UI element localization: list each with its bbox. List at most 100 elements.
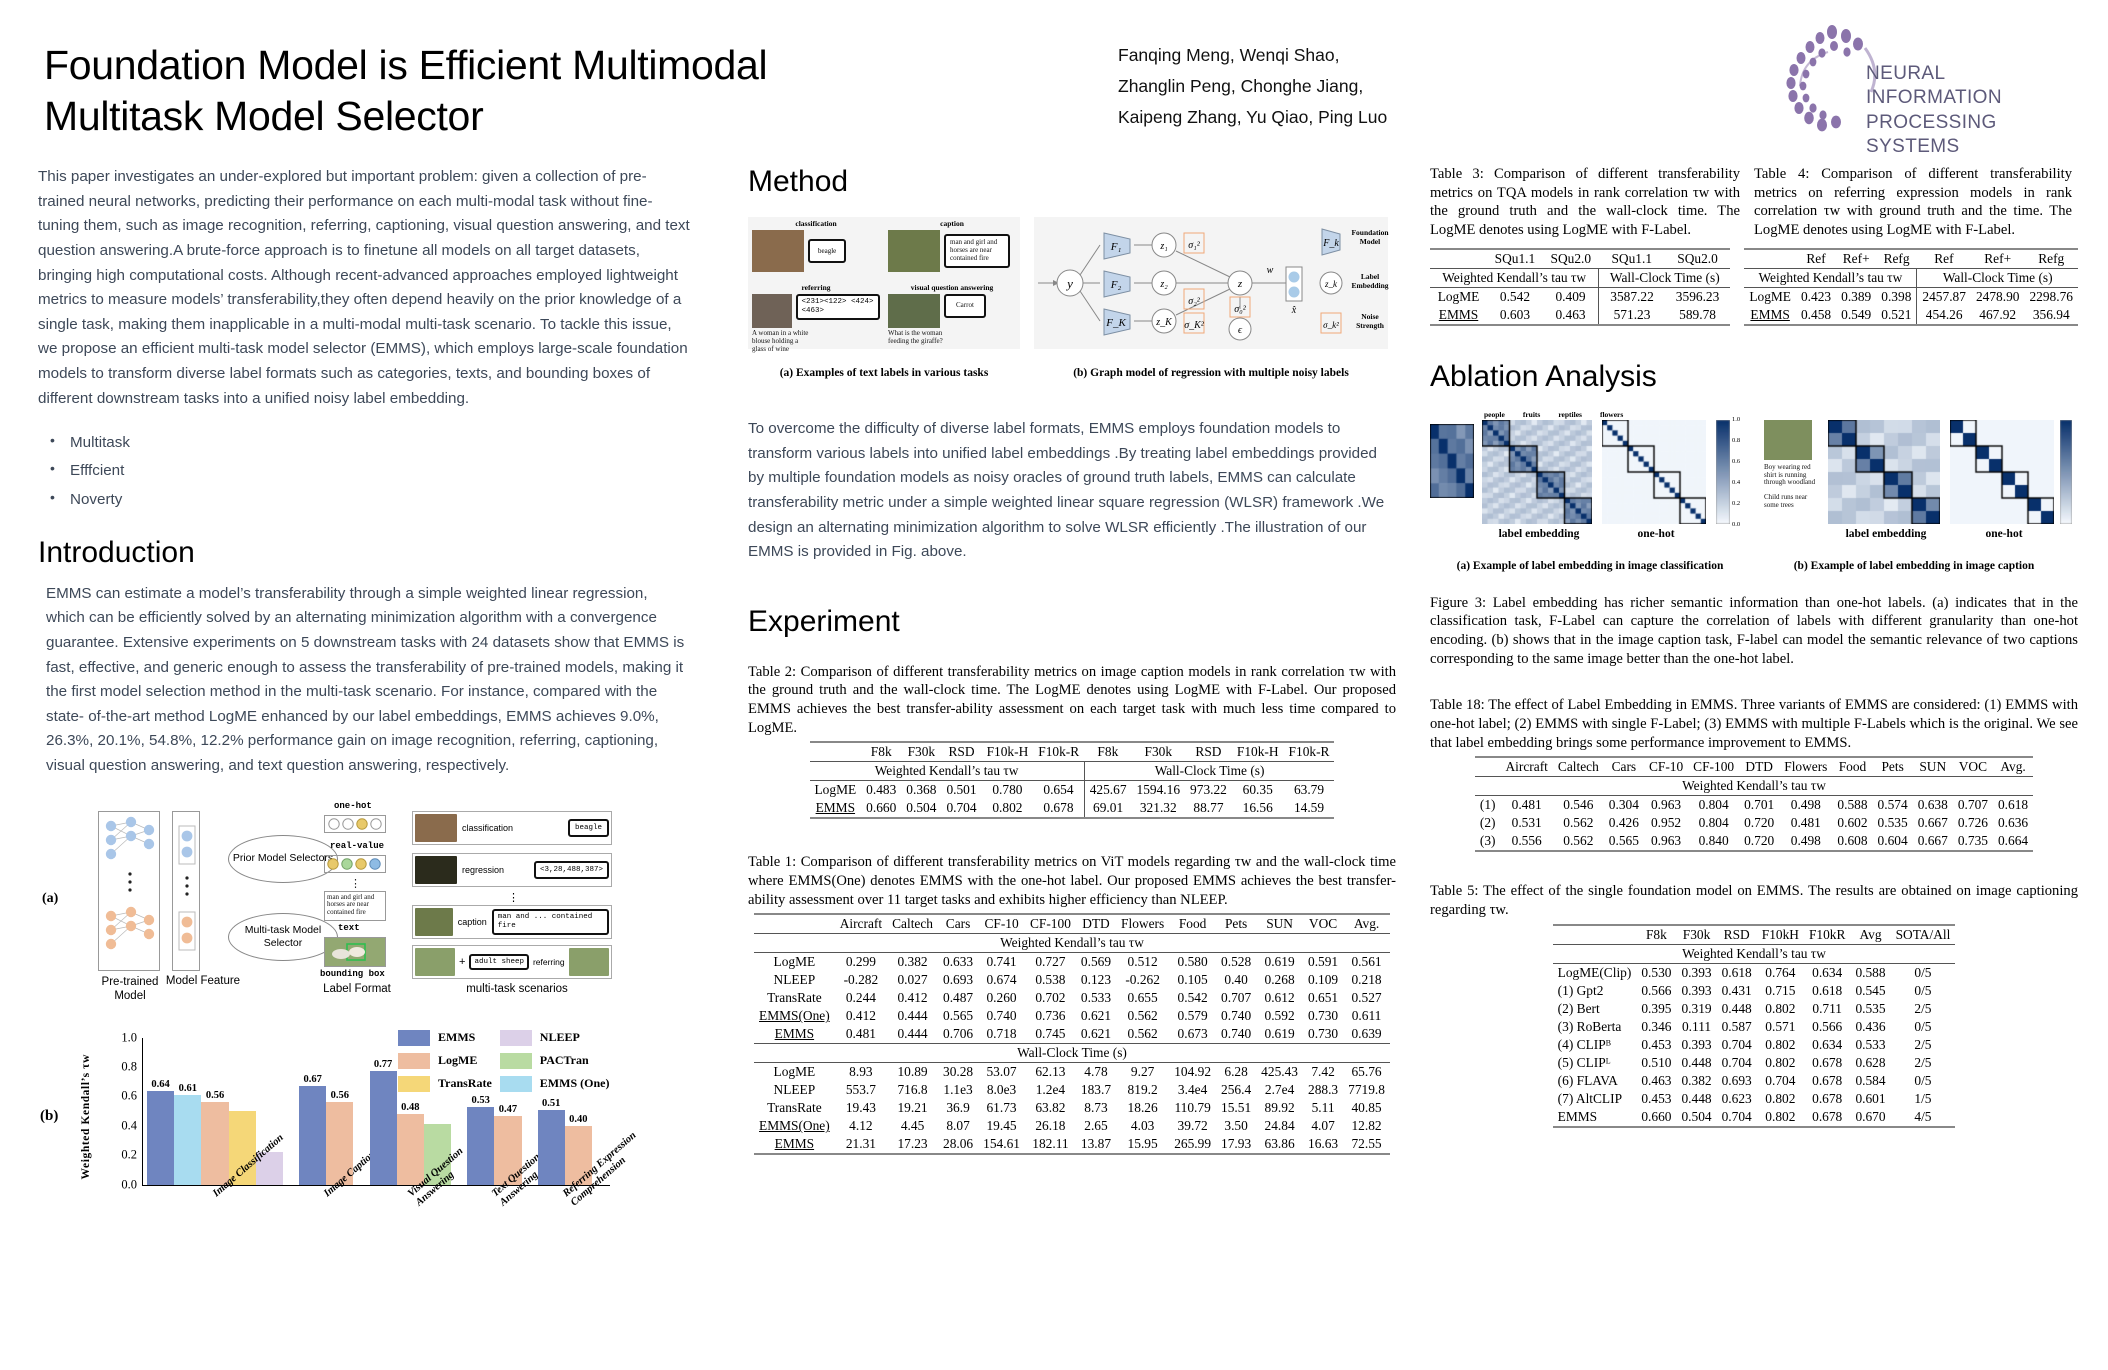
col-header: Refg bbox=[1876, 247, 1917, 269]
row-label: NLEEP bbox=[773, 1082, 816, 1098]
cell: 0.707 bbox=[1221, 990, 1252, 1006]
cell: 183.7 bbox=[1080, 1082, 1112, 1098]
table-row: Ref Ref+ Refg Ref Ref+ Refg bbox=[1744, 247, 2078, 269]
cell: 0.319 bbox=[1681, 1000, 1712, 1016]
chart-panel-tag: (b) bbox=[40, 1107, 59, 1124]
cell: 0.535 bbox=[1877, 815, 1908, 831]
cell: 0.745 bbox=[1035, 1026, 1066, 1042]
cell: 0.393 bbox=[1681, 1036, 1712, 1052]
cell: 3596.23 bbox=[1664, 286, 1731, 306]
cell: 0.111 bbox=[1681, 1018, 1712, 1034]
column-middle: Method classification beagle caption man… bbox=[748, 165, 1396, 1156]
scenario-row-regression: regression <3,28,488,387> bbox=[412, 852, 612, 887]
cell: 0.667 bbox=[1917, 815, 1948, 831]
page-title: Foundation Model is Efficient Multimodal… bbox=[44, 42, 768, 140]
legend-swatch-pactran bbox=[499, 1052, 532, 1069]
cell: 0.634 bbox=[1803, 962, 1851, 982]
table-1-caption: Table 1: Comparison of different transfe… bbox=[748, 854, 1396, 908]
table-row: TransRate 0.244 0.412 0.487 0.260 0.702 0.533 0… bbox=[754, 989, 1390, 1007]
cell: 0.730 bbox=[1308, 1026, 1339, 1042]
table-row: Wall-Clock Time (s) bbox=[754, 1043, 1390, 1063]
cell: 454.26 bbox=[1916, 305, 1971, 326]
scenario-task-label: caption bbox=[457, 916, 487, 927]
logo-line-2: PROCESSING SYSTEMS bbox=[1866, 111, 1997, 157]
figure-3-subcaptions: (a) Example of label embedding in image … bbox=[1430, 560, 2078, 578]
cell: 0.588 bbox=[1832, 795, 1873, 815]
cell: 16.56 bbox=[1231, 799, 1284, 820]
cell: 0.618 bbox=[1716, 962, 1757, 982]
cell: 0/5 bbox=[1914, 1072, 1932, 1088]
group-header-tau: Weighted Kendall’s tau τw bbox=[1430, 267, 1599, 288]
chart-bar-value-label: 0.40 bbox=[569, 1113, 588, 1125]
table-row: EMMS(One) 0.412 0.444 0.565 0.740 0.736 0.621 0… bbox=[754, 1007, 1390, 1025]
format-label-real-value: real-value bbox=[330, 840, 385, 851]
col-header: CF-100 bbox=[1688, 756, 1740, 777]
table-row: F8k F30k RSD F10k-H F10k-R F8k F30k RSD … bbox=[809, 741, 1335, 762]
axis-label-one-hot: one-hot bbox=[1637, 527, 1675, 540]
real-value-vector bbox=[324, 854, 386, 873]
table-row: (1) 0.481 0.546 0.304 0.963 0.804 0.701 0.498 0.… bbox=[1474, 795, 2034, 815]
format-label-one-hot: one-hot bbox=[334, 800, 372, 811]
chart-bar: 0.67 bbox=[299, 1074, 327, 1185]
column-right: Table 3: Comparison of different transfe… bbox=[1430, 165, 2078, 1128]
cell: 2/5 bbox=[1914, 1000, 1932, 1016]
cell: 0.382 bbox=[1681, 1072, 1712, 1088]
cell: 0.565 bbox=[1603, 832, 1644, 853]
axis-label-one-hot-2: one-hot bbox=[1985, 527, 2023, 540]
col-header: F10kR bbox=[1803, 923, 1851, 945]
table-5: F8k F30k RSD F10kH F10kR Avg SOTA/All Weighted … bbox=[1552, 923, 1956, 1128]
chart-bar: 0.77 bbox=[369, 1059, 397, 1185]
col-header: DTD bbox=[1739, 756, 1780, 777]
example-title: classification bbox=[795, 219, 837, 228]
colorbar-left bbox=[1716, 419, 1730, 524]
col-header: Ref bbox=[1795, 247, 1837, 269]
performance-bar-chart: (b) Weighted Kendall’s τw EMMS NLEEP Log… bbox=[38, 1016, 678, 1266]
section-heading-ablation: Ablation Analysis bbox=[1430, 359, 1657, 393]
col-header: Cars bbox=[1603, 756, 1644, 777]
legend-swatch-logme bbox=[398, 1052, 430, 1069]
cell: 0.618 bbox=[1992, 795, 2034, 815]
svg-text:σ₂²: σ₂² bbox=[1188, 296, 1200, 307]
cell: 0.592 bbox=[1264, 1008, 1295, 1024]
cell: 0.487 bbox=[943, 990, 974, 1006]
row-label: (7) AltCLIP bbox=[1557, 1090, 1623, 1106]
table-row: Aircraft Caltech Cars CF-10 CF-100 DTD Flowers… bbox=[754, 913, 1390, 934]
chart-bar bbox=[255, 1152, 284, 1185]
table-row: LogME 8.93 10.89 30.28 53.07 62.13 4.78 9.27 104… bbox=[754, 1062, 1390, 1082]
col-header: Aircraft bbox=[834, 913, 888, 934]
cell: 61.73 bbox=[986, 1100, 1017, 1116]
cell: 8.93 bbox=[834, 1062, 888, 1082]
cell: 0.802 bbox=[1765, 1000, 1796, 1016]
table-1: Aircraft Caltech Cars CF-10 CF-100 DTD Flowers… bbox=[754, 913, 1390, 1156]
table-row: (7) AltCLIP 0.453 0.448 0.623 0.802 0.678 0.60… bbox=[1553, 1090, 1956, 1108]
cell: 0.718 bbox=[986, 1026, 1017, 1042]
row-label: LogME bbox=[754, 1062, 835, 1082]
label-embedding-heatmap-caption bbox=[1828, 419, 1940, 529]
col-header: Avg. bbox=[1992, 756, 2034, 777]
table-2: F8k F30k RSD F10k-H F10k-R F8k F30k RSD … bbox=[809, 741, 1335, 820]
cell: 0.706 bbox=[943, 1026, 974, 1042]
cell: 0.664 bbox=[1992, 832, 2034, 853]
method-subfig-a: classification beagle caption man and gi… bbox=[748, 217, 1020, 353]
cell: 0.704 bbox=[1721, 1054, 1752, 1070]
cell: 0.448 bbox=[1681, 1054, 1712, 1070]
cell: 0.601 bbox=[1855, 1090, 1886, 1106]
graphical-model-diagram: y F₁ F₂ F_K z₁ z₂ z_K z ϵ σ₁² σ₂² σ_K² bbox=[1038, 228, 1343, 341]
col-header: F30k bbox=[1131, 741, 1186, 762]
col-header: Pets bbox=[1872, 756, 1913, 777]
col-header: Flowers bbox=[1116, 913, 1170, 934]
logo-line-1: NEURAL INFORMATION bbox=[1866, 63, 2002, 109]
group-label: people bbox=[1484, 409, 1505, 419]
cell: 26.18 bbox=[1035, 1118, 1066, 1134]
cell: 0.481 bbox=[1500, 795, 1553, 815]
chart-legend: EMMS NLEEP LogME PACTran TransRate EMMS … bbox=[398, 1029, 609, 1092]
table-row: EMMS 0.458 0.549 0.521 454.26 467.92 356… bbox=[1744, 305, 2078, 326]
cell: 0.501 bbox=[941, 780, 982, 800]
cell bbox=[1552, 923, 1637, 945]
chart-bar-value-label: 0.56 bbox=[205, 1090, 225, 1102]
cell: 15.51 bbox=[1221, 1100, 1252, 1116]
giraffe-image bbox=[888, 294, 940, 328]
legend-label-transrate: TransRate bbox=[438, 1076, 492, 1091]
table-row: (3) 0.556 0.562 0.565 0.963 0.840 0.720 0.498 0.… bbox=[1474, 832, 2034, 853]
legend-label-nleep: NLEEP bbox=[539, 1030, 580, 1045]
